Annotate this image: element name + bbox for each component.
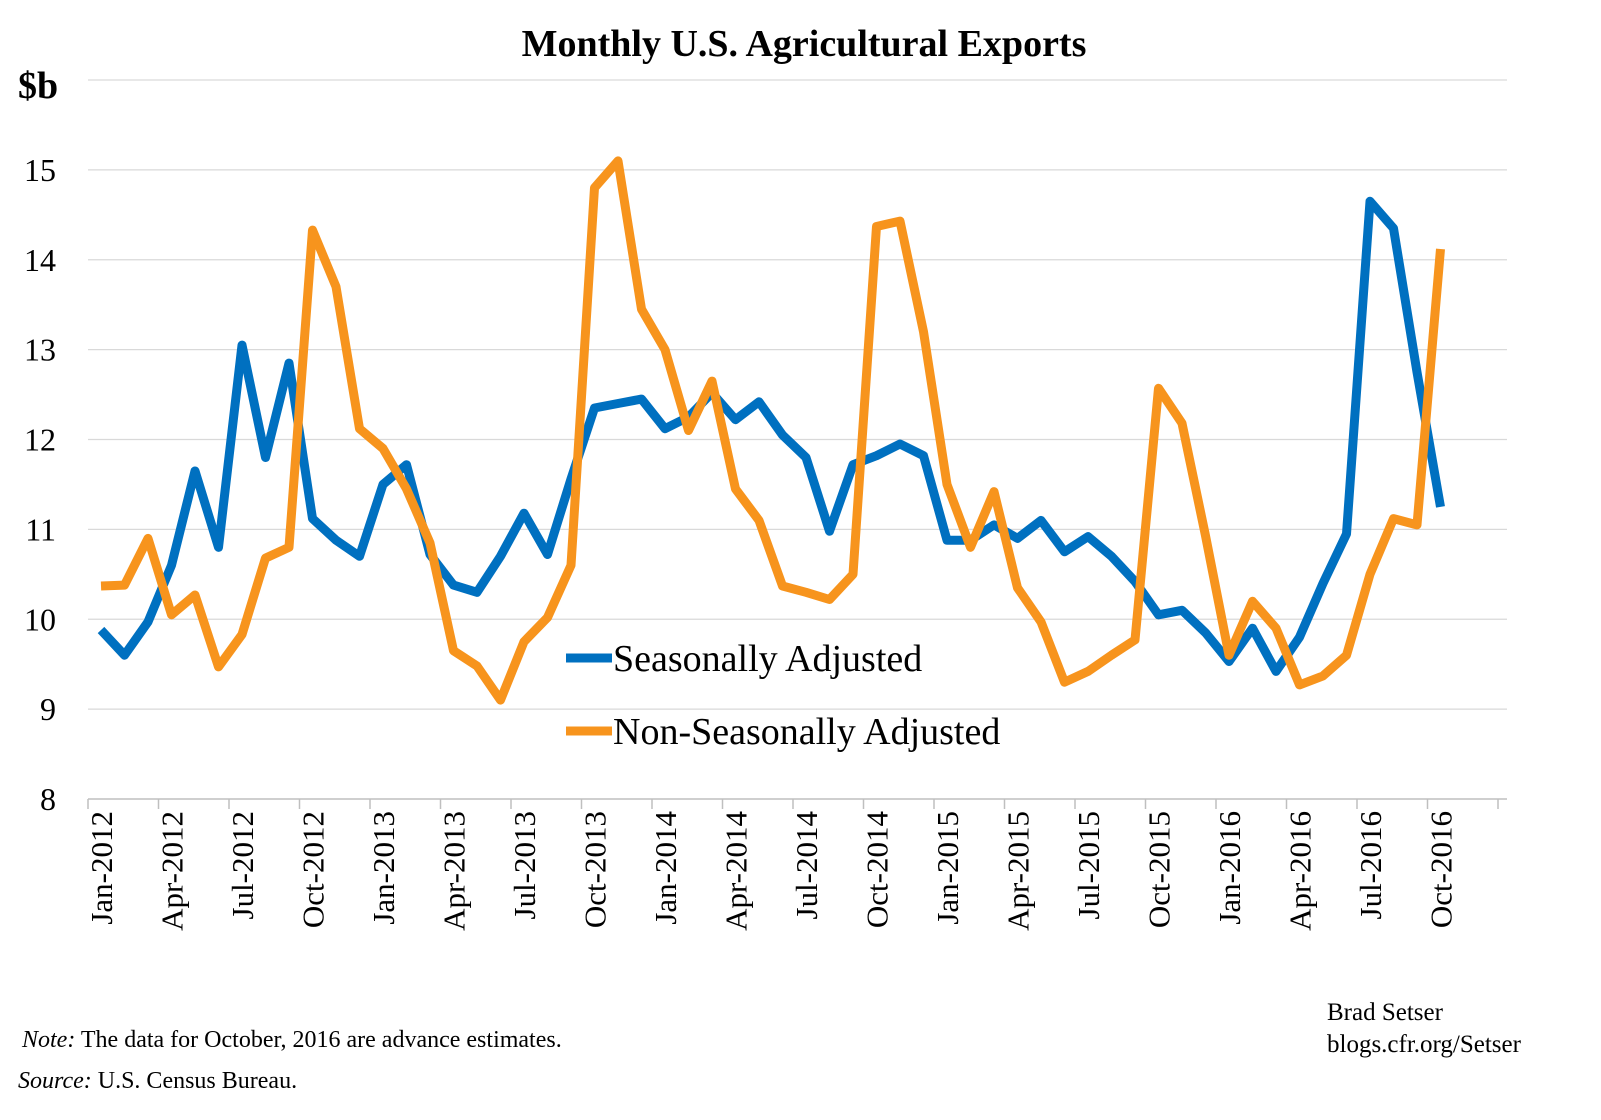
y-tick-label: 11 (25, 511, 56, 547)
legend-label-seasonally-adjusted: Seasonally Adjusted (613, 638, 922, 680)
x-tick-label: Jul-2012 (225, 811, 260, 920)
x-tick-label: Jul-2016 (1353, 811, 1388, 920)
y-tick-label: 13 (24, 332, 56, 368)
series-line-non-seasonally-adjusted (100, 156, 1445, 705)
x-tick-label: Jul-2013 (507, 811, 542, 920)
x-tick-label: Oct-2013 (578, 811, 613, 928)
x-tick-label: Apr-2012 (155, 811, 190, 931)
x-tick-label: Jan-2015 (930, 811, 965, 925)
credit: Brad Setser blogs.cfr.org/Setser (1327, 997, 1521, 1061)
x-tick-label: Jul-2014 (789, 811, 824, 920)
x-tick-label: Apr-2013 (437, 811, 472, 931)
x-tick-label: Oct-2014 (860, 811, 895, 929)
x-tick-label: Jul-2015 (1071, 811, 1106, 920)
credit-author: Brad Setser (1327, 999, 1443, 1026)
x-tick-label: Apr-2016 (1283, 811, 1318, 931)
x-tick-label: Oct-2012 (296, 811, 331, 928)
y-tick-label: 8 (40, 781, 56, 817)
y-tick-label: 12 (24, 422, 56, 458)
note-text: The data for October, 2016 are advance e… (75, 1027, 562, 1053)
x-tick-label: Jan-2013 (366, 811, 401, 925)
legend-label-non-seasonally-adjusted: Non-Seasonally Adjusted (613, 711, 1000, 753)
legend: Seasonally Adjusted Non-Seasonally Adjus… (566, 638, 1000, 753)
chart-title: Monthly U.S. Agricultural Exports (522, 23, 1087, 65)
source-label: Source: (18, 1068, 92, 1094)
x-tick-label: Apr-2015 (1001, 811, 1036, 931)
y-tick-label: 15 (24, 152, 56, 188)
note-label: Note: (22, 1027, 76, 1053)
y-tick-label: 10 (24, 601, 56, 637)
y-tick-labels: 8 9 10 11 12 13 14 15 (24, 152, 56, 817)
y-axis-label: $b (18, 65, 58, 107)
source: Source: U.S. Census Bureau. (18, 1068, 297, 1095)
x-tick-label: Oct-2015 (1142, 811, 1177, 928)
series-line-seasonally-adjusted (97, 196, 1445, 676)
x-tick-labels: Jan-2012 Apr-2012 Jul-2012 Oct-2012 Jan-2013… (84, 811, 1459, 931)
x-tick-label: Jan-2014 (648, 811, 683, 925)
x-tick-label: Apr-2014 (719, 811, 754, 931)
y-tick-label: 9 (40, 691, 56, 727)
note: Note: The data for October, 2016 are adv… (22, 1027, 562, 1054)
series-lines (97, 156, 1445, 705)
x-tick-label: Jan-2012 (84, 811, 119, 925)
x-axis (87, 798, 1507, 809)
x-tick-label: Jan-2016 (1212, 811, 1247, 925)
y-tick-label: 14 (24, 242, 56, 278)
x-tick-label: Oct-2016 (1424, 811, 1459, 928)
credit-url: blogs.cfr.org/Setser (1327, 1031, 1521, 1058)
source-text: U.S. Census Bureau. (91, 1068, 298, 1094)
